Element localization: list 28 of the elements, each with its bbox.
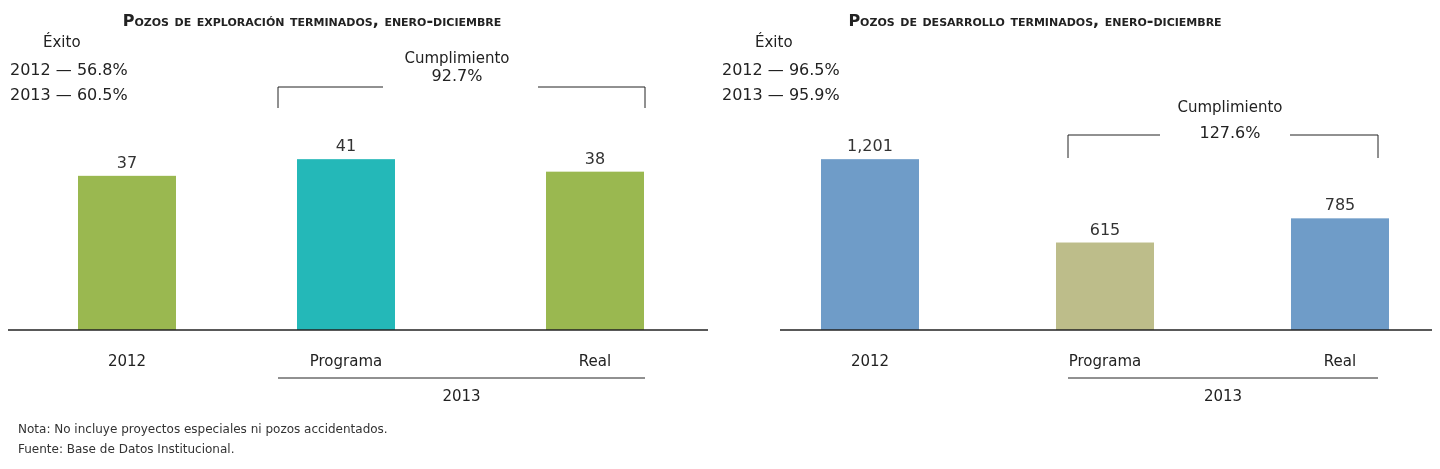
x-tick-label: Real: [1323, 352, 1357, 370]
text: Éxito: [755, 32, 793, 51]
text: Nota: No incluye proyectos especiales ni pozos accidentados.: [18, 422, 388, 436]
x-tick-label: 2012: [107, 352, 147, 370]
text: Éxito: [43, 32, 81, 51]
text: 2013: [442, 387, 481, 405]
source-note: Fuente: Base de Datos Institucional.: [18, 442, 235, 456]
text: Cumplimiento: [404, 49, 510, 67]
data-label: 41: [335, 136, 357, 156]
x-tick-label: Real: [578, 352, 612, 370]
text: 2013 — 95.9%: [722, 85, 840, 104]
text: 127.6%: [1199, 123, 1261, 142]
chart-title: Pozos de exploración terminados, enero-diciembre: [122, 11, 502, 30]
x-tick-label: Programa: [309, 352, 383, 370]
data-label: 1,201: [847, 136, 893, 156]
text: 2013 — 60.5%: [10, 85, 128, 104]
text: 92.7%: [431, 66, 483, 85]
data-label: 38: [584, 148, 606, 168]
text: 2012 — 56.8%: [10, 60, 128, 79]
x-tick-label: 2012: [850, 352, 890, 370]
data-label: 37: [116, 152, 138, 172]
text: 2013: [1203, 387, 1243, 405]
text: 2012 — 96.5%: [722, 60, 840, 79]
chart-title: Pozos de desarrollo terminados, enero-diciembre: [848, 11, 1222, 30]
text: Cumplimiento: [1177, 98, 1283, 116]
data-label: 785: [1324, 195, 1356, 215]
data-label: 615: [1089, 219, 1121, 239]
x-tick-label: Programa: [1068, 352, 1142, 370]
